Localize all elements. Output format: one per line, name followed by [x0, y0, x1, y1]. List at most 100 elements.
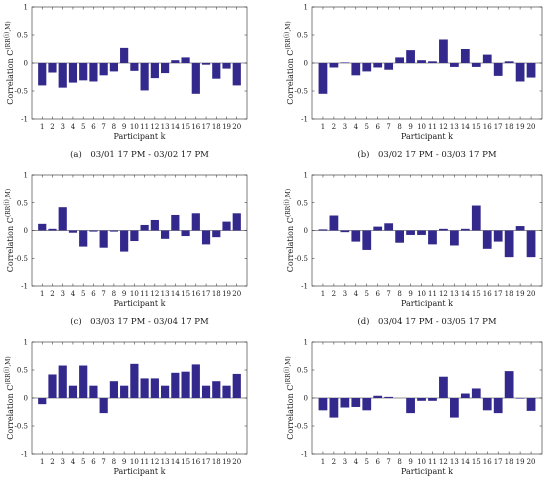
x-tick-label: 6 [91, 290, 96, 298]
bar [201, 63, 211, 65]
bar [515, 63, 525, 82]
y-axis-label-superscript-end: ,M) [5, 189, 12, 199]
bar [222, 221, 231, 231]
x-tick-label: 9 [122, 123, 126, 131]
bar [515, 398, 525, 399]
bar [504, 371, 514, 398]
x-tick-label: 4 [71, 123, 76, 131]
bar [120, 47, 129, 63]
bar [38, 223, 47, 231]
bar [120, 230, 129, 252]
x-tick-label: 9 [408, 458, 412, 466]
y-axis-label-superscript-index: (i) [4, 367, 11, 374]
bar [439, 228, 448, 231]
y-tick-label: -0.5 [15, 255, 29, 263]
bar [428, 61, 437, 63]
bar [232, 213, 241, 231]
bar [406, 50, 415, 63]
x-tick-label: 13 [450, 123, 459, 131]
bar [181, 230, 190, 237]
bar [161, 385, 170, 398]
y-axis-label: Correlation C(RR(i),M) [284, 189, 296, 272]
y-tick-label: 0 [24, 227, 28, 235]
bar [161, 230, 170, 239]
bar [212, 63, 221, 79]
bar [471, 63, 481, 67]
y-axis-label-superscript-index: (i) [4, 32, 11, 39]
x-tick-label: 16 [483, 290, 492, 298]
x-tick-label: 3 [60, 458, 64, 466]
y-axis-label-main: Correlation C [286, 217, 295, 272]
bar [362, 230, 372, 250]
bar [171, 214, 180, 231]
bar [99, 63, 108, 76]
bar [58, 207, 67, 231]
y-tick-label: 1 [24, 172, 28, 180]
bar [38, 63, 47, 86]
x-tick-label: 6 [91, 123, 96, 131]
y-axis-label-superscript-end: ,M) [285, 356, 292, 366]
x-tick-label: 6 [375, 290, 380, 298]
y-tick-label: 1 [304, 339, 308, 347]
x-tick-label: 3 [60, 290, 64, 298]
bar [109, 230, 118, 232]
y-tick-label: -1 [301, 283, 308, 291]
y-axis-label-superscript-index: (i) [284, 367, 291, 374]
y-axis-label-superscript-end: ,M) [5, 21, 12, 31]
x-tick-label: 2 [50, 290, 54, 298]
x-tick-label: 8 [397, 290, 401, 298]
x-tick-label: 1 [40, 458, 44, 466]
bar [450, 398, 459, 418]
y-tick-label: -1 [21, 116, 28, 124]
y-axis-label-superscript-end: ,M) [285, 189, 292, 199]
y-tick-label: -0.5 [15, 88, 29, 96]
bar [48, 63, 57, 73]
x-tick-label: 6 [91, 458, 96, 466]
y-axis-label: Correlation C(RR(i),M) [284, 21, 296, 104]
y-tick-label: 1 [24, 339, 28, 347]
bar [140, 378, 149, 398]
panel-caption-title: 03/02 17 PM - 03/03 17 PM [378, 150, 497, 160]
x-tick-label: 17 [494, 123, 503, 131]
y-axis-label-main: Correlation C [286, 50, 295, 105]
x-tick-label: 10 [417, 123, 426, 131]
x-tick-label: 19 [516, 123, 525, 131]
bar [460, 49, 470, 63]
x-tick-label: 11 [428, 290, 437, 298]
x-axis-label: Participant k [113, 132, 165, 141]
x-tick-label: 6 [375, 123, 380, 131]
y-axis-label-main: Correlation C [6, 50, 15, 105]
bar [171, 60, 180, 63]
x-tick-label: 1 [321, 123, 325, 131]
y-tick-label: -1 [301, 451, 308, 459]
x-tick-label: 8 [112, 290, 116, 298]
y-axis-label-superscript: (RR [285, 38, 292, 50]
x-tick-label: 2 [50, 123, 54, 131]
bar [191, 63, 200, 94]
x-tick-label: 15 [472, 458, 481, 466]
y-axis-label-main: Correlation C [6, 385, 15, 440]
bar [232, 63, 241, 86]
x-tick-label: 15 [181, 123, 190, 131]
bar [222, 385, 231, 398]
chart-panel: -1-0.500.511 2 3 4 5 6 7 8 9 10 11 12 13 14 15 16 17 18 19… [284, 172, 543, 327]
x-tick-label: 12 [439, 290, 448, 298]
y-axis-label: Correlation C(RR(i),M) [284, 356, 296, 439]
x-tick-label: 13 [161, 123, 170, 131]
y-axis-label-superscript-index: (i) [284, 199, 291, 206]
x-tick-label: 18 [212, 458, 221, 466]
bar [395, 57, 404, 63]
x-tick-label: 3 [343, 123, 347, 131]
bar [351, 398, 361, 407]
panel-caption: (a) 03/01 17 PM - 03/02 17 PM [70, 149, 209, 160]
panel-caption-letter: (d) [357, 316, 369, 327]
x-tick-label: 11 [140, 290, 149, 298]
y-tick-label: 0.5 [297, 199, 308, 207]
chart-panel: -1-0.500.511 2 3 4 5 6 7 8 9 10 11 12 13 14 15 16 17 18 19… [4, 339, 248, 476]
x-tick-label: 20 [527, 290, 536, 298]
bar [222, 63, 231, 69]
y-tick-label: 0.5 [17, 367, 28, 375]
bar [140, 224, 149, 231]
x-tick-label: 19 [222, 458, 231, 466]
x-tick-label: 19 [516, 290, 525, 298]
